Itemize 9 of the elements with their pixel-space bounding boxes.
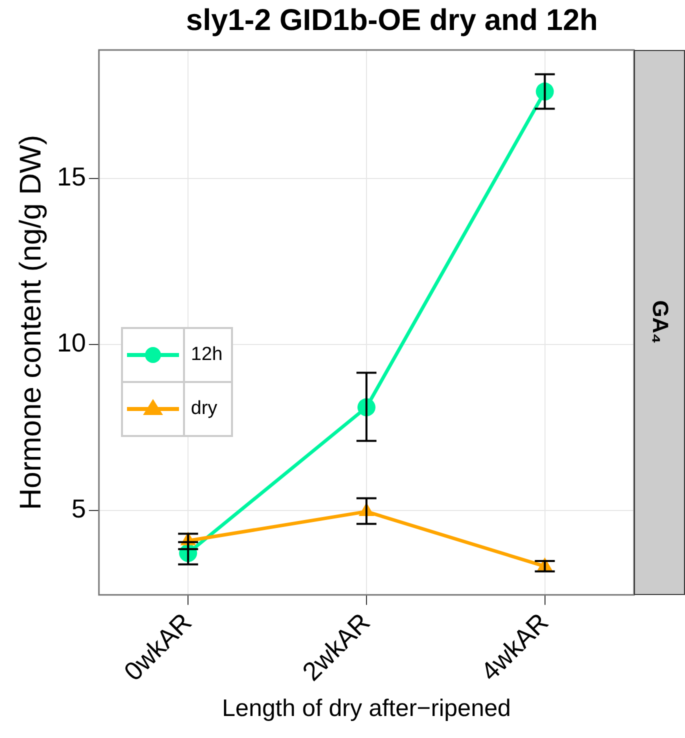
y-tick-label: 5 <box>71 494 86 524</box>
y-tick-label: 15 <box>57 162 86 192</box>
legend-label: dry <box>190 398 218 420</box>
y-axis-title: Hormone content (ng/g DW) <box>14 134 48 510</box>
x-axis-title: Length of dry after−ripened <box>222 695 511 722</box>
chart-title: sly1-2 GID1b-OE dry and 12h <box>185 4 599 38</box>
legend-label: 12h <box>190 344 223 366</box>
y-tick-label: 10 <box>57 328 86 358</box>
text: GA₄ <box>646 300 672 344</box>
